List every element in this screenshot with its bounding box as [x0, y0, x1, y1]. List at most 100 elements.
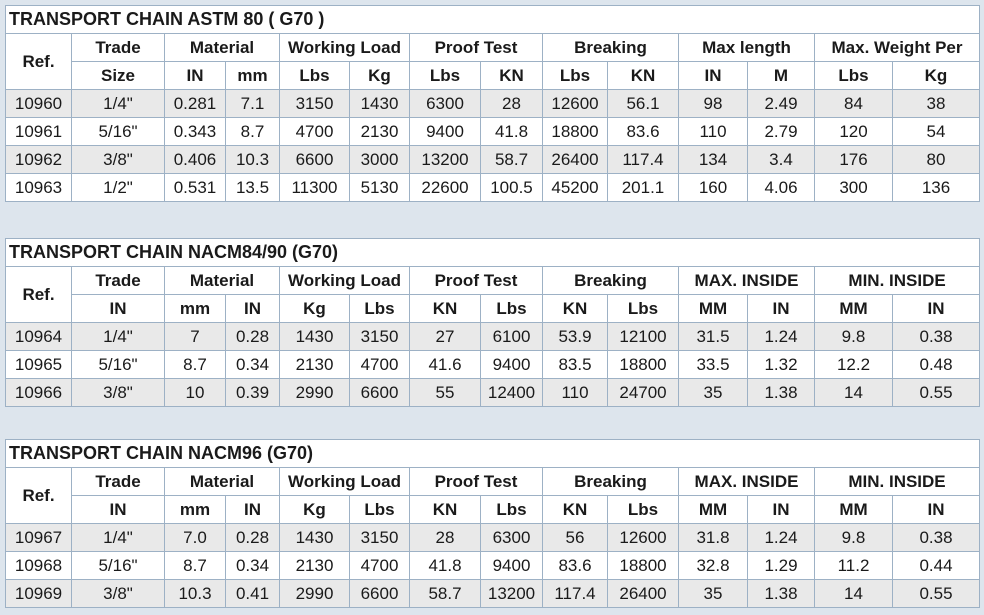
column-subheader: IN: [71, 495, 165, 524]
column-header: Proof Test: [409, 33, 543, 62]
cell: 84: [814, 89, 893, 118]
cell: 1430: [279, 523, 350, 552]
cell: 18800: [607, 551, 679, 580]
column-header: Max length: [678, 33, 815, 62]
cell: 18800: [607, 350, 679, 379]
column-header: Working Load: [279, 467, 410, 496]
cell: 2990: [279, 579, 350, 608]
cell: 80: [892, 145, 980, 174]
cell: 10960: [5, 89, 72, 118]
column-subheader: IN: [891, 294, 981, 323]
cell: 10969: [5, 579, 72, 608]
cell: 1.32: [747, 350, 815, 379]
header-row: IN mm IN Kg Lbs KN Lbs KN Lbs MM IN MM IN: [6, 495, 981, 524]
column-subheader: mm: [164, 495, 226, 524]
cell: 0.531: [164, 173, 226, 202]
cell: 0.343: [164, 117, 226, 146]
cell: 0.28: [225, 523, 280, 552]
column-subheader: KN: [409, 294, 481, 323]
cell: 33.5: [678, 350, 748, 379]
cell: 1.24: [747, 322, 815, 351]
cell: 100.5: [480, 173, 543, 202]
cell: 41.6: [409, 350, 481, 379]
column-subheader: Size: [71, 61, 165, 90]
cell: 8.7: [164, 551, 226, 580]
column-subheader: Lbs: [814, 61, 893, 90]
cell: 27: [409, 322, 481, 351]
cell: 6600: [279, 145, 350, 174]
cell: 7.1: [225, 89, 280, 118]
cell: 13200: [480, 579, 543, 608]
column-subheader: Lbs: [409, 61, 481, 90]
cell: 35: [678, 378, 748, 407]
column-subheader: MM: [678, 495, 748, 524]
cell: 2.79: [747, 117, 815, 146]
cell: 10964: [5, 322, 72, 351]
cell: 26400: [607, 579, 679, 608]
cell: 1/2": [71, 173, 165, 202]
column-subheader: Lbs: [279, 61, 350, 90]
data-row: 10961 5/16" 0.343 8.7 4700 2130 9400 41.8 18800 8…: [5, 117, 980, 146]
cell: 31.8: [678, 523, 748, 552]
cell: 1.29: [747, 551, 815, 580]
cell: 3/8": [71, 378, 165, 407]
cell: 6600: [349, 378, 410, 407]
column-header: Ref.: [5, 467, 72, 524]
column-subheader: KN: [607, 61, 679, 90]
cell: 12.2: [814, 350, 893, 379]
column-subheader: Kg: [892, 61, 980, 90]
column-subheader: MM: [678, 294, 748, 323]
cell: 1.24: [747, 523, 815, 552]
cell: 10961: [5, 117, 72, 146]
column-header: Working Load: [279, 33, 410, 62]
cell: 117.4: [607, 145, 679, 174]
cell: 3150: [349, 523, 410, 552]
cell: 9.8: [814, 523, 893, 552]
cell: 38: [892, 89, 980, 118]
column-subheader: MM: [814, 495, 893, 524]
cell: 41.8: [409, 551, 481, 580]
cell: 18800: [542, 117, 608, 146]
cell: 28: [480, 89, 543, 118]
cell: 10968: [5, 551, 72, 580]
cell: 1/4": [71, 89, 165, 118]
cell: 83.6: [542, 551, 608, 580]
cell: 7.0: [164, 523, 226, 552]
cell: 176: [814, 145, 893, 174]
cell: 10962: [5, 145, 72, 174]
column-subheader: IN: [678, 61, 748, 90]
cell: 2130: [349, 117, 410, 146]
cell: 2130: [279, 350, 350, 379]
cell: 41.8: [480, 117, 543, 146]
cell: 83.6: [607, 117, 679, 146]
cell: 0.39: [225, 378, 280, 407]
cell: 6300: [480, 523, 543, 552]
cell: 3.4: [747, 145, 815, 174]
header-row: Size IN mm Lbs Kg Lbs KN Lbs KN IN M Lbs Kg: [6, 61, 980, 90]
cell: 0.41: [225, 579, 280, 608]
header-row: IN mm IN Kg Lbs KN Lbs KN Lbs MM IN MM IN: [6, 294, 981, 323]
table-title: TRANSPORT CHAIN NACM96 (G70): [4, 439, 981, 468]
spec-table: TRANSPORT CHAIN NACM84/90 (G70) Ref. Trade…: [4, 238, 981, 407]
cell: 3150: [349, 322, 410, 351]
cell: 0.38: [891, 523, 981, 552]
cell: 134: [678, 145, 748, 174]
column-subheader: Kg: [349, 61, 410, 90]
cell: 24700: [607, 378, 679, 407]
column-subheader: Lbs: [607, 495, 679, 524]
column-header: MIN. INSIDE: [813, 467, 981, 496]
cell: 14: [814, 378, 893, 407]
column-subheader: Lbs: [349, 294, 410, 323]
column-subheader: M: [747, 61, 815, 90]
column-subheader: KN: [480, 61, 543, 90]
cell: 1430: [279, 322, 350, 351]
cell: 5/16": [71, 117, 165, 146]
cell: 0.55: [891, 378, 981, 407]
cell: 31.5: [678, 322, 748, 351]
column-subheader: Lbs: [480, 294, 543, 323]
cell: 10965: [5, 350, 72, 379]
cell: 8.7: [164, 350, 226, 379]
cell: 12400: [480, 378, 543, 407]
data-row: 10969 3/8" 10.3 0.41 2990 6600 58.7 13200 117.4 2…: [5, 579, 981, 608]
cell: 1.38: [747, 378, 815, 407]
